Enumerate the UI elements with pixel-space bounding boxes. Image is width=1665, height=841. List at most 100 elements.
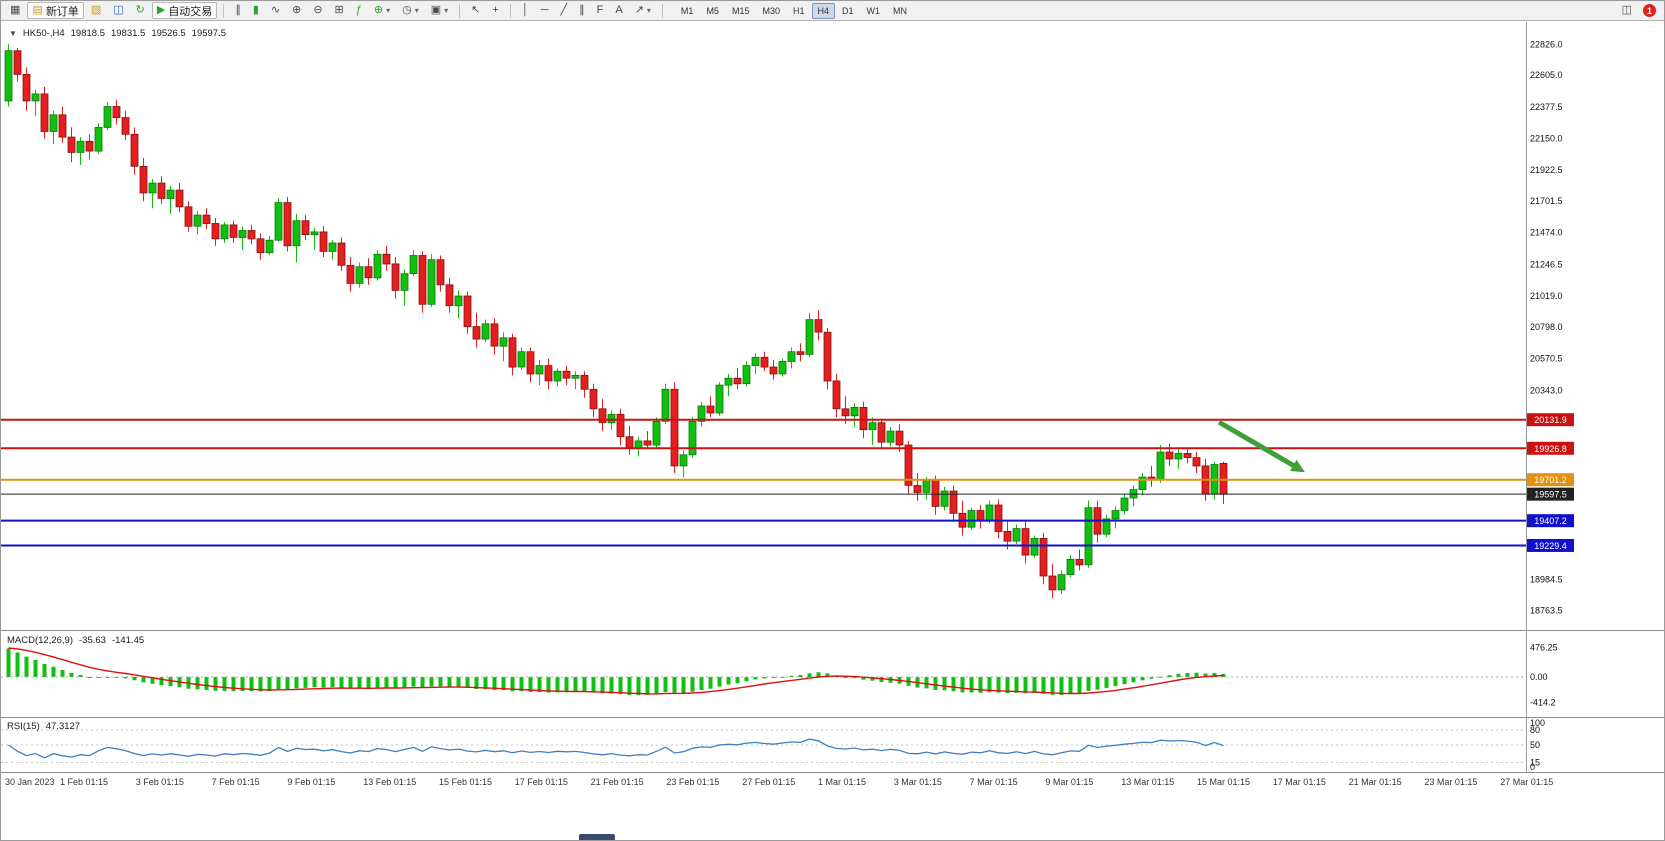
candlestick-chart-icon: ▮ <box>252 4 259 16</box>
channel-icon: ∥ <box>579 4 585 16</box>
chevron-down-icon: ▾ <box>386 5 391 15</box>
profiles-icon: ▧ <box>90 4 102 16</box>
auto-trading-button[interactable]: ▶ 自动交易 <box>151 2 218 19</box>
time-axis-label: 13 Feb 01:15 <box>363 777 417 787</box>
time-axis-label: 3 Mar 01:15 <box>893 777 942 787</box>
time-axis-label: 1 Feb 01:15 <box>60 777 109 787</box>
new-order-button[interactable]: ▤ 新订单 <box>27 2 84 19</box>
arrows-tool-button[interactable]: ↗ ▾ <box>630 2 656 19</box>
timeframe-button-M1[interactable]: M1 <box>680 5 694 16</box>
chart-window-button[interactable]: ▦ <box>5 2 25 19</box>
text-tool-button[interactable]: A <box>610 2 627 19</box>
time-axis[interactable]: 30 Jan 2023 1 Feb 01:15 3 Feb 01:15 7 Feb 0… <box>1 772 1664 790</box>
rsi-axis-label: 50 <box>1530 740 1540 750</box>
chart-menu-icon[interactable]: ▼ <box>9 29 17 38</box>
time-axis-label: 13 Mar 01:15 <box>1121 777 1175 787</box>
time-axis-label: 30 Jan 2023 <box>5 777 55 787</box>
time-axis-label: 27 Mar 01:15 <box>1500 777 1554 787</box>
price-axis-label: 21701.5 <box>1530 196 1563 206</box>
time-axis-label: 7 Feb 01:15 <box>211 777 260 787</box>
timeframe-button-MN[interactable]: MN <box>893 5 908 16</box>
macd-axis-label: 0.00 <box>1530 672 1548 682</box>
open-value: 19818.5 <box>70 28 105 39</box>
cursor-button[interactable]: ↖ <box>466 2 485 19</box>
macd-signal-value: -141.45 <box>111 635 145 646</box>
periods-button[interactable]: ◷ ▾ <box>397 2 424 19</box>
main-toolbar: ▦ ▤ 新订单 ▧ ◫ ↻ ▶ 自动交易 ∥ ▮ ∿ ⊕ ⊖ ⊞ ƒ ⊕ ▾ ◷… <box>1 1 1664 21</box>
rsi-line <box>8 738 1224 759</box>
auto-trading-label: 自动交易 <box>168 5 213 18</box>
fibonacci-button[interactable]: F <box>592 2 609 19</box>
candlestick-chart-button[interactable]: ▮ <box>248 2 264 19</box>
trendline-button[interactable]: ╱ <box>555 2 572 19</box>
channel-button[interactable]: ∥ <box>574 2 590 19</box>
tile-windows-button[interactable]: ⊞ <box>330 2 349 19</box>
windows-button[interactable]: ◫ <box>1617 2 1637 19</box>
fibonacci-icon: F <box>596 4 604 16</box>
price-badge <box>1527 487 1574 501</box>
add-indicator-icon: ⊕ <box>373 4 384 16</box>
high-value: 19831.5 <box>110 28 146 39</box>
crosshair-button[interactable]: + <box>487 2 503 19</box>
zoom-in-button[interactable]: ⊕ <box>287 2 306 19</box>
rsi-label: RSI(15) <box>7 721 40 732</box>
add-indicator-button[interactable]: ⊕ ▾ <box>369 2 395 19</box>
timeframe-button-W1[interactable]: W1 <box>866 5 881 16</box>
bar-chart-button[interactable]: ∥ <box>230 2 246 19</box>
timeframe-button-D1[interactable]: D1 <box>842 5 854 16</box>
low-value: 19526.5 <box>151 28 186 39</box>
price-badge-label: 19597.5 <box>1534 490 1567 500</box>
time-axis-label: 9 Feb 01:15 <box>287 777 336 787</box>
price-axis-label: 22605.0 <box>1530 70 1563 80</box>
line-chart-button[interactable]: ∿ <box>266 2 285 19</box>
toolbar-right: ◫ 1 <box>1617 2 1662 19</box>
toolbar-separator <box>509 3 511 18</box>
arrows-tool-icon: ↗ <box>634 4 644 16</box>
timeframe-button-M5[interactable]: M5 <box>706 5 719 16</box>
new-order-icon: ▤ <box>32 4 43 16</box>
time-axis-label: 7 Mar 01:15 <box>969 777 1018 787</box>
price-axis-label: 21474.0 <box>1530 228 1563 238</box>
time-axis-label: 15 Mar 01:15 <box>1197 777 1251 787</box>
chart-window-icon: ▦ <box>10 4 21 16</box>
indicators-button[interactable]: ƒ <box>351 2 367 19</box>
price-axis-label: 20343.0 <box>1530 385 1563 395</box>
new-order-label: 新订单 <box>45 5 79 18</box>
timeframe-button-H4[interactable]: H4 <box>811 2 836 19</box>
price-chart[interactable]: 20131.9 19926.8 19701.2 19597.5 19407.2 19229… <box>1 22 1665 631</box>
notification-badge[interactable]: 1 <box>1643 4 1656 17</box>
profiles-button[interactable]: ▧ <box>86 2 106 19</box>
rsi-axis-label: 100 <box>1530 718 1545 728</box>
chevron-down-icon: ▾ <box>444 5 449 15</box>
refresh-button[interactable]: ↻ <box>131 2 150 19</box>
macd-panel[interactable]: 476.25 0.00 -414.2 <box>1 631 1665 718</box>
macd-label-row: MACD(12,26,9) -35.63 -141.45 <box>7 635 144 646</box>
windows-icon: ◫ <box>1621 4 1632 16</box>
h-scrollbar-thumb[interactable] <box>579 834 615 840</box>
play-icon: ▶ <box>156 4 166 16</box>
zoom-out-button[interactable]: ⊖ <box>308 2 327 19</box>
macd-axis-label: -414.2 <box>1530 698 1556 708</box>
symbol-period-label: HK50-,H4 <box>22 28 65 39</box>
cursor-icon: ↖ <box>471 4 481 16</box>
timeframe-button-M30[interactable]: M30 <box>762 5 780 16</box>
time-axis-label: 21 Mar 01:15 <box>1348 777 1402 787</box>
price-badge-label: 19926.8 <box>1534 444 1567 454</box>
price-badge-label: 19229.4 <box>1534 541 1567 551</box>
trendline-icon: ╱ <box>560 4 568 16</box>
time-axis-label: 17 Feb 01:15 <box>514 777 568 787</box>
timeframe-button-H1[interactable]: H1 <box>792 5 805 16</box>
templates-button[interactable]: ▣ ▾ <box>426 2 453 19</box>
vertical-line-button[interactable]: │ <box>517 2 534 19</box>
time-axis-label: 3 Feb 01:15 <box>135 777 184 787</box>
text-tool-icon: A <box>615 4 623 16</box>
timeframe-button-M15[interactable]: M15 <box>731 5 750 16</box>
market-watch-button[interactable]: ◫ <box>108 2 128 19</box>
price-badge <box>1527 538 1574 552</box>
rsi-axis-label: 15 <box>1530 758 1540 768</box>
horizontal-line-button[interactable]: ─ <box>536 2 554 19</box>
trend-arrow[interactable] <box>1217 419 1299 470</box>
market-watch-icon: ◫ <box>113 4 124 16</box>
